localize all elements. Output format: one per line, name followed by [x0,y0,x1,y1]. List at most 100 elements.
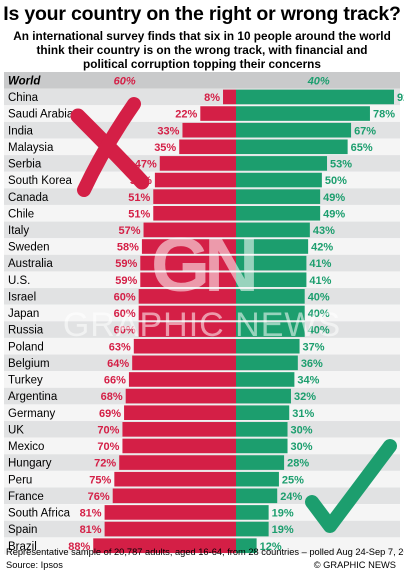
wrong-track-bar [128,372,236,387]
wrong-value-label: 72% [94,458,116,470]
country-label: Israel [8,291,36,303]
wrong-track-bar [93,538,236,553]
source-note: Source: Ipsos [6,560,63,570]
right-value-label: 41% [309,258,331,270]
country-label: Poland [8,341,44,353]
right-value-label: 53% [330,159,352,171]
country-label: Canada [8,192,49,204]
right-track-bar [236,272,307,288]
wrong-value-label: 58% [117,242,139,254]
right-value-label: 12% [260,541,282,553]
right-track-bar [236,189,321,204]
wrong-track-bar [138,322,236,337]
right-track-bar [236,139,348,155]
right-track-bar [236,355,298,371]
chart-decorations [70,97,397,533]
wrong-track-bar [153,189,236,204]
right-track-bar [236,505,269,520]
country-label: Russia [8,325,44,337]
wrong-track-bar [179,139,236,155]
right-value-label: 34% [297,375,319,387]
wrong-track-bar [153,205,236,221]
right-value-label: 65% [351,142,373,154]
country-label: Turkey [8,375,43,387]
right-track-bar [236,122,352,138]
right-track-bar [236,388,291,404]
right-track-bar [236,488,278,504]
wrong-track-bar [140,255,236,271]
right-value-label: 50% [325,175,347,187]
right-value-label: 40% [308,291,330,303]
wrong-track-bar [104,521,236,537]
check-stroke [305,439,397,533]
right-value-label: 19% [272,508,294,520]
country-label: Brazil [8,541,37,553]
country-label: Germany [8,408,56,420]
right-value-label: 36% [301,358,323,370]
chart-title: Is your country on the right or wrong tr… [3,3,401,25]
right-track-bar [236,222,310,238]
wrong-value-label: 70% [97,424,119,436]
chart-subtitle: An international survey finds that six i… [0,29,404,71]
country-label: World [8,75,41,87]
country-label: Saudi Arabia [8,109,74,121]
right-track-bar [236,322,305,337]
subtitle-line: political corruption topping their conce… [83,57,321,71]
country-label: Hungary [8,458,52,470]
right-track-bar [236,521,269,537]
wrong-value-label: 57% [119,225,141,237]
right-track-bar [236,156,328,171]
right-track-bar [236,422,288,437]
wrong-track-bar [154,172,236,188]
wrong-value-label: 66% [104,375,126,387]
right-track-bar [236,471,279,487]
country-label: South Korea [8,175,73,187]
right-value-label: 30% [291,424,313,436]
country-label: France [8,491,44,503]
wrong-track-bar [140,272,236,288]
country-label: India [8,125,34,137]
wrong-track-bar [122,438,236,454]
right-track-bar [236,538,257,553]
right-value-label: 40% [308,308,330,320]
wrong-value-label: 60% [114,308,136,320]
country-label: Belgium [8,358,50,370]
wrong-value-label: 64% [107,358,129,370]
wrong-value-label: 60% [114,325,136,337]
right-value-label: 43% [313,225,335,237]
right-value-label: 31% [292,408,314,420]
country-label: U.S. [8,275,30,287]
right-value-label: 41% [309,275,331,287]
right-value-label: 42% [311,242,333,254]
wrong-value-label: 59% [115,258,137,270]
country-label: Malaysia [8,142,54,154]
wrong-value-label: 8% [204,92,220,104]
subtitle-line: think their country is on the wrong trac… [36,43,368,57]
wrong-track-bar [200,106,236,121]
country-label: Serbia [8,159,42,171]
wrong-value-label: 60% [114,291,136,303]
country-label: Sweden [8,242,50,254]
wrong-track-bar [132,355,236,371]
wrong-value-label: 70% [97,441,119,453]
right-track-bar [236,455,285,470]
right-value-label: 40% [308,325,330,337]
right-value-label: 40% [307,75,330,87]
wrong-track-bar [114,471,236,487]
credit: © GRAPHIC NEWS [313,560,396,570]
wrong-value-label: 69% [99,408,121,420]
country-label: Australia [8,258,53,270]
country-label: Mexico [8,441,44,453]
wrong-value-label: 81% [80,508,102,520]
right-track-bar [236,205,321,221]
right-value-label: 92% [397,92,404,104]
right-track-bar [236,405,290,421]
right-track-bar [236,338,300,354]
right-track-bar [236,255,307,271]
country-label: China [8,92,39,104]
wrong-track-bar [182,122,236,138]
cross-icon [70,97,150,197]
chart-rows: World 60% 40% China 8% 92% Saudi Arabia 22% 78% I… [4,72,404,554]
right-value-label: 19% [272,524,294,536]
wrong-value-label: 33% [157,125,179,137]
